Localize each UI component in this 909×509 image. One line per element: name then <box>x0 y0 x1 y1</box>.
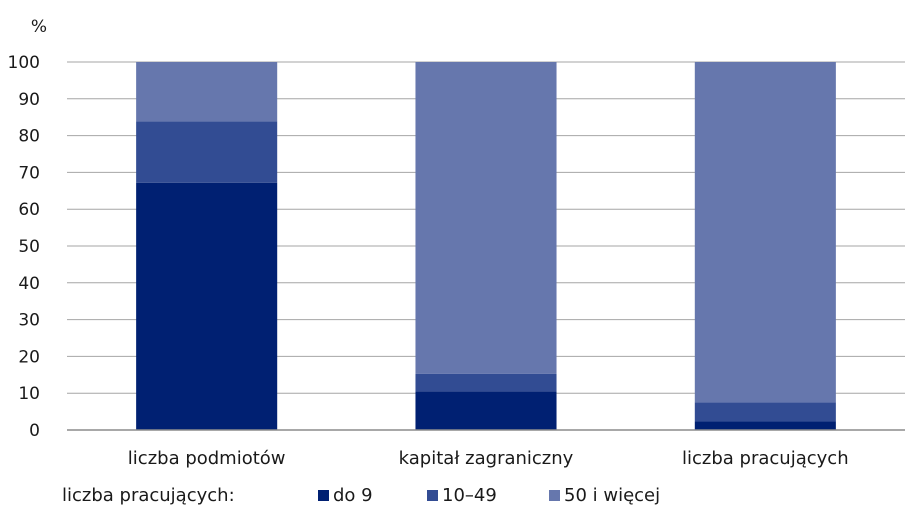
y-tick-label: 90 <box>18 90 40 110</box>
bar-segment <box>136 121 278 183</box>
y-tick-label: 20 <box>18 347 40 367</box>
bar-segment <box>415 62 557 374</box>
y-unit-label: % <box>31 17 47 37</box>
bars <box>67 62 905 431</box>
y-tick-label: 30 <box>18 311 40 331</box>
y-tick-label: 100 <box>8 53 40 73</box>
bar-segment <box>415 391 557 430</box>
bar-segment <box>136 62 278 122</box>
x-tick-label: liczba pracujących <box>682 448 849 469</box>
y-axis-ticks: 0 10 20 30 40 50 60 70 80 90 100 <box>8 53 40 441</box>
y-tick-label: 70 <box>18 163 40 183</box>
y-tick-label: 60 <box>18 200 40 220</box>
legend-swatch <box>318 490 329 501</box>
y-tick-label: 0 <box>29 421 40 441</box>
legend-label: 50 i więcej <box>564 485 660 506</box>
x-axis-ticks: liczba podmiotów kapitał zagraniczny liczb… <box>128 448 849 469</box>
bar-segment <box>694 62 836 403</box>
bar-segment <box>694 421 836 430</box>
bar-segment <box>415 373 557 392</box>
legend-item: 50 i więcej <box>549 485 660 506</box>
legend-title: liczba pracujących: <box>62 485 235 506</box>
x-tick-label: liczba podmiotów <box>128 448 286 469</box>
bar-segment <box>694 402 836 422</box>
x-tick-label: kapitał zagraniczny <box>399 448 574 469</box>
legend-swatch <box>427 490 438 501</box>
legend-swatch <box>549 490 560 501</box>
legend: liczba pracujących: do 9 10–49 50 i więcej <box>62 485 660 506</box>
y-tick-label: 80 <box>18 127 40 147</box>
legend-item: 10–49 <box>427 485 497 506</box>
y-tick-label: 40 <box>18 274 40 294</box>
y-tick-label: 10 <box>18 384 40 404</box>
legend-item: do 9 <box>318 485 373 506</box>
legend-label: do 9 <box>333 485 373 506</box>
legend-label: 10–49 <box>442 485 497 506</box>
bar-segment <box>136 182 278 430</box>
y-tick-label: 50 <box>18 237 40 257</box>
